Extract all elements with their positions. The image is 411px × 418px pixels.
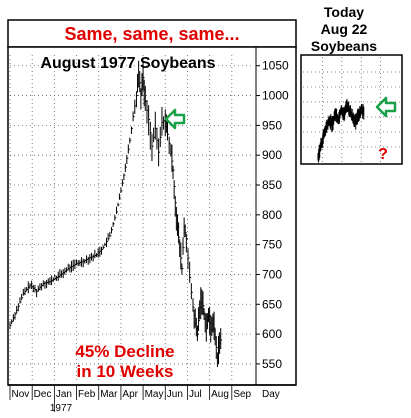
y-tick-labels: 550 600 650 700 750 800 850 900 950 1000 1050 bbox=[256, 59, 289, 371]
main-chart-title: August 1977 Soybeans bbox=[40, 55, 215, 72]
y-tick-label: 750 bbox=[262, 238, 282, 252]
y-tick-label: 700 bbox=[262, 267, 282, 281]
x-tick-label: Jul bbox=[189, 389, 202, 400]
banner-box bbox=[7, 19, 297, 48]
question-mark: ? bbox=[378, 146, 388, 163]
y-tick-label: 1000 bbox=[262, 89, 289, 103]
x-tick-label: Nov bbox=[12, 389, 30, 400]
left-arrow-icon bbox=[164, 108, 186, 130]
x-unit-label: Day bbox=[262, 389, 280, 400]
y-tick-label: 600 bbox=[262, 327, 282, 341]
y-tick-label: 850 bbox=[262, 178, 282, 192]
x-tick-labels: Nov Dec Jan Feb Mar Apr May Jun Jul Aug Sep bbox=[9, 385, 252, 412]
x-tick-label: Feb bbox=[78, 389, 96, 400]
grid-lines bbox=[9, 55, 254, 383]
x-tick-label: Sep bbox=[233, 389, 251, 400]
main-plot-frame bbox=[7, 46, 297, 386]
inset-price-bars bbox=[317, 99, 365, 163]
decline-annotation-line1: 45% Decline bbox=[75, 342, 174, 361]
banner-text: Same, same, same... bbox=[64, 24, 239, 44]
x-tick-label: Jun bbox=[167, 389, 183, 400]
y-tick-label: 550 bbox=[262, 357, 282, 371]
left-arrow-icon bbox=[375, 96, 397, 118]
x-tick-label: Aug bbox=[211, 389, 229, 400]
x-year-label: 1977 bbox=[50, 403, 73, 414]
y-tick-label: 900 bbox=[262, 148, 282, 162]
y-tick-label: 950 bbox=[262, 118, 282, 132]
x-tick-label: Mar bbox=[100, 389, 118, 400]
inset-title-line1: Today bbox=[324, 4, 364, 20]
x-tick-label: Apr bbox=[122, 389, 138, 400]
x-tick-label: Jan bbox=[56, 389, 72, 400]
inset-title-line2: Aug 22 bbox=[321, 21, 368, 37]
y-tick-label: 800 bbox=[262, 208, 282, 222]
x-tick-label: May bbox=[145, 389, 164, 400]
inset-title-line3: Soybeans bbox=[311, 38, 377, 54]
y-tick-label: 1050 bbox=[262, 59, 289, 73]
price-bars bbox=[9, 60, 223, 368]
y-tick-label: 650 bbox=[262, 297, 282, 311]
decline-annotation-line2: in 10 Weeks bbox=[76, 362, 173, 381]
x-tick-label: Dec bbox=[34, 389, 52, 400]
